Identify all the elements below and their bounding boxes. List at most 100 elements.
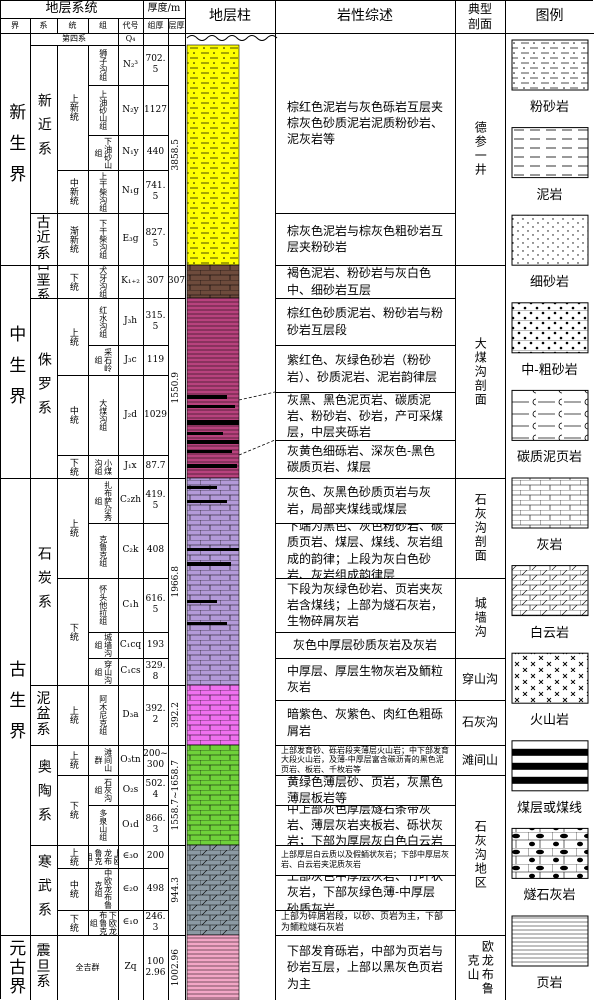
series: 中统	[67, 406, 78, 424]
header-legend: 图例	[535, 8, 564, 25]
section-cell: 欧龙布鲁克山	[455, 935, 506, 1000]
formation-cell: 狮子沟组	[88, 45, 119, 86]
blank-cell	[168, 33, 186, 46]
code-cell: ∈₂o	[118, 868, 144, 911]
lithology-cell: 灰色、灰黑色砂质页岩与灰岩，局部夹煤线或煤层	[275, 478, 456, 524]
lithology-cell: 上部厚层白云质以及假鲕状灰岩；下部中厚层灰岩、白云岩夹泥质灰岩	[275, 845, 456, 876]
system-thickness: 944.3	[171, 877, 182, 903]
formation-thickness-cell: 200	[143, 845, 169, 869]
legend-label: 粉砂岩	[529, 100, 569, 115]
system: 奥陶系	[35, 759, 52, 831]
system: 震旦系	[36, 943, 51, 991]
series-cell: 上统	[57, 685, 89, 746]
formation-cell: 城墙沟组	[88, 632, 119, 659]
formation-cell: 穿山沟组	[88, 658, 119, 686]
lithology: 灰色、灰黑色砂质页岩与灰岩，局部夹煤线或煤层	[287, 485, 432, 516]
system-thickness-cell: 1558.7~1658.7	[168, 745, 186, 846]
section-cell: 穿山沟	[455, 658, 506, 701]
formation: 上油砂山组	[98, 90, 108, 130]
lithology: 下端为黑色、灰色粉砂岩、碳质页岩、煤层、煤线、灰岩组成的韵律；上段为灰白色砂岩、…	[287, 523, 444, 579]
header-thickness-cell: 厚度/m	[143, 0, 186, 19]
section-cell: 石灰沟地区	[455, 775, 506, 936]
formation-thickness-cell: 307	[143, 265, 169, 299]
lithology: 棕红色砂质泥岩、粉砂岩与粉砂岩互层段	[287, 306, 444, 337]
lithology: 棕灰色泥岩与棕灰色粗砂岩互层夹粉砂岩	[287, 223, 444, 254]
code-cell: O₁d	[118, 805, 144, 846]
series-cell: 中统	[57, 375, 89, 456]
code: C₁cq	[119, 639, 142, 650]
header-system: 系	[39, 20, 48, 30]
system-thickness-cell: 3858.5	[168, 45, 186, 266]
erathem: 元古界	[5, 939, 26, 996]
series-cell: 上统	[57, 745, 89, 776]
formation-cell: 全吉群	[57, 935, 119, 1000]
formation-thickness-cell: 246.3	[143, 910, 169, 936]
connector	[238, 391, 276, 401]
formation: 上干柴沟组	[98, 171, 108, 212]
legend-label: 灰岩	[536, 538, 563, 553]
formation: 扎布萨尕秀组	[94, 480, 113, 521]
erathem-cell: 元古界	[0, 935, 31, 1000]
section: 石灰沟	[461, 715, 498, 730]
code: N₁y	[122, 147, 139, 158]
formation-thickness-cell: 502.4	[143, 775, 169, 806]
lithology: 暗紫色、灰紫色、肉红色粗砾屑岩	[287, 707, 444, 738]
column-pattern	[187, 45, 239, 265]
series: 中统	[67, 880, 78, 898]
legend-label: 火山岩	[529, 713, 569, 729]
series-cell: 下统	[57, 265, 89, 299]
formation: 狮子沟组	[98, 49, 108, 81]
formation-thickness: 193	[146, 639, 165, 650]
formation-thickness-cell: 1029	[143, 375, 169, 456]
lithology: 灰黑、黑色泥页岩、碳质泥岩、粉砂岩、砂岩，产可采煤层，中层夹砾岩	[287, 392, 444, 440]
lithology: 下段为灰绿色砂岩、页岩夹灰岩含煤线；上部为燧石灰岩，生物碎屑灰岩	[287, 581, 444, 629]
formation: 小煤沟组	[94, 458, 113, 475]
series: 中新统	[67, 178, 78, 205]
formation: 下油砂山组	[94, 136, 113, 169]
series-cell: 上统	[57, 478, 89, 579]
series: 上统	[67, 706, 78, 724]
lithology-cell: 下段为灰绿色砂岩、页岩夹灰岩含煤线；上部为燧石灰岩，生物碎屑灰岩	[275, 578, 456, 633]
header-legend-cell: 图例	[505, 0, 594, 34]
formation: 多泉山组	[98, 809, 108, 841]
legend-coal	[512, 762, 588, 770]
code-cell: J₂d	[118, 375, 144, 456]
system-thickness: 307	[168, 276, 186, 287]
code: O₁d	[122, 819, 139, 830]
lithology: 灰色中厚层砂质灰岩及灰岩	[292, 637, 437, 652]
formation-thickness: 87.7	[145, 461, 166, 472]
legend-label: 页岩	[536, 976, 563, 991]
formation-cell: 犬牙沟组	[88, 265, 119, 299]
header-strata-cell: 地层系统	[0, 0, 144, 19]
series-cell: 下统	[57, 775, 89, 846]
code: K₁₊₂	[121, 276, 140, 287]
coal-band	[187, 432, 223, 435]
formation: 下欧龙布鲁克组	[89, 910, 118, 935]
formation: 克鲁克组	[98, 534, 108, 567]
system-cell: 侏罗系	[30, 298, 58, 479]
header-series: 统	[68, 20, 77, 30]
code: ∈₁o	[122, 917, 139, 928]
blank-cell	[143, 33, 169, 46]
system-thickness-cell: 307	[168, 265, 186, 299]
header-section-cell: 典型剖面	[455, 0, 506, 34]
section-cell: 大煤沟剖面	[455, 265, 506, 479]
header-system_thickness: 层厚	[168, 20, 185, 30]
coal-band	[187, 420, 239, 425]
formation-thickness-cell: 866.3	[143, 805, 169, 846]
formation: 滩间山群	[94, 748, 113, 772]
code: Zq	[124, 962, 137, 973]
lithology: 中厚层、厚层生物灰岩及鲕粒灰岩	[287, 663, 444, 694]
system-thickness-cell: 944.3	[168, 845, 186, 936]
formation-thickness: 616.5	[145, 594, 166, 615]
code: N₂³	[122, 59, 139, 70]
code-cell: C₂zh	[118, 478, 144, 524]
formation-cell: 上油砂山组	[88, 85, 119, 136]
coal-band	[187, 548, 239, 551]
column-pattern	[187, 685, 239, 745]
formation: 大煤沟组	[98, 399, 108, 431]
code-cell: Q₄	[118, 33, 144, 46]
code: C₁h	[122, 599, 139, 610]
lithology: 褐色泥岩、粉砂岩与灰白色中、细砂岩互层	[287, 266, 432, 297]
